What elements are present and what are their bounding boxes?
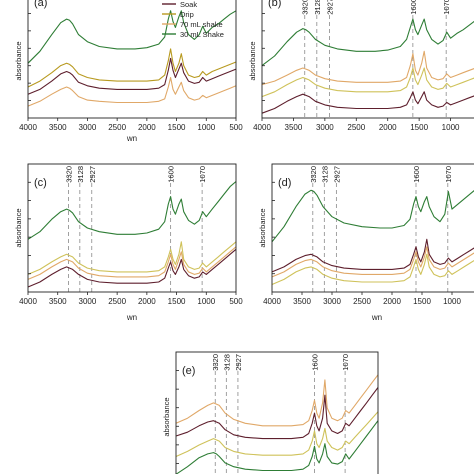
marker-label-1600: 1600 (311, 354, 320, 371)
series-line-3 (175, 420, 379, 474)
y-axis-label: absorbance (248, 41, 257, 80)
x-tick-label: 500 (229, 297, 243, 306)
x-tick-label: 1000 (442, 123, 460, 132)
series-line-2 (27, 76, 237, 107)
y-axis-label: absorbance (14, 41, 23, 80)
x-tick-label: 2000 (379, 123, 397, 132)
x-tick-label: 2000 (383, 297, 401, 306)
y-axis-label: absorbance (258, 208, 267, 247)
marker-label-1600: 1600 (412, 166, 421, 183)
panel-label: (a) (34, 0, 47, 9)
series-line-3 (261, 91, 474, 114)
series-line-1 (27, 246, 237, 280)
marker-label-1600: 1600 (167, 166, 176, 183)
legend-entry: Soak (180, 0, 197, 9)
panel-d: 3320 3128 2927 1600 1070 4000 3500 3000 2500 2000… (258, 163, 474, 322)
series-line-0 (271, 189, 474, 243)
plot-frame (27, 0, 237, 119)
legend-entry: 30 mL Shake (180, 30, 224, 39)
marker-label-2927: 2927 (332, 166, 341, 183)
marker-label-1600: 1600 (409, 0, 418, 15)
marker-label-2927: 2927 (325, 0, 334, 15)
plot-frame (175, 351, 379, 474)
series-line-2 (175, 411, 379, 458)
marker-label-3128: 3128 (313, 0, 322, 15)
panel-e: 3320 3128 2927 1600 1070 absorbance (e) (162, 351, 379, 474)
x-tick-label: 1500 (168, 297, 186, 306)
series-line-3 (271, 253, 474, 286)
series-line-2 (27, 241, 237, 275)
marker-label-3128: 3128 (320, 166, 329, 183)
x-axis-label: wn (371, 313, 382, 322)
marker-label-3320: 3320 (309, 166, 318, 183)
x-tick-label: 4000 (263, 297, 281, 306)
x-tick-label: 2500 (353, 297, 371, 306)
series-line-1 (261, 50, 474, 86)
x-tick-label: 3000 (323, 297, 341, 306)
x-tick-label: 2000 (138, 123, 156, 132)
series-line-2 (271, 246, 474, 278)
y-axis-label: absorbance (14, 208, 23, 247)
x-tick-label: 3500 (293, 297, 311, 306)
panel-label: (c) (34, 177, 47, 189)
marker-label-3320: 3320 (211, 354, 220, 371)
x-axis-label: wn (126, 313, 137, 322)
series-line-0 (27, 181, 237, 240)
legend-entry: 70 mL shake (180, 20, 223, 29)
x-tick-label: 4000 (19, 123, 37, 132)
x-tick-label: 500 (229, 123, 243, 132)
marker-label-3320: 3320 (64, 166, 73, 183)
series-line-2 (261, 67, 474, 98)
y-axis-label: absorbance (162, 397, 171, 436)
series-line-0 (261, 18, 474, 67)
x-tick-label: 2500 (108, 297, 126, 306)
x-tick-label: 1500 (410, 123, 428, 132)
x-tick-label: 1000 (197, 297, 215, 306)
panel-c: 3320 3128 2927 1600 1070 4000 3500 3000 2500 2000… (14, 163, 243, 322)
marker-label-3128: 3128 (76, 166, 85, 183)
x-tick-label: 3500 (49, 123, 67, 132)
series-line-1 (27, 48, 237, 88)
series-line-0 (27, 57, 237, 95)
x-tick-label: 1500 (168, 123, 186, 132)
x-tick-label: 2500 (347, 123, 365, 132)
x-tick-label: 2000 (138, 297, 156, 306)
marker-label-1070: 1070 (444, 166, 453, 183)
series-line-1 (271, 238, 474, 273)
marker-label-1070: 1070 (341, 354, 350, 371)
series-line-3 (27, 248, 237, 288)
marker-label-1070: 1070 (198, 166, 207, 183)
marker-label-3128: 3128 (222, 354, 231, 371)
panel-label: (d) (278, 177, 291, 189)
marker-label-2927: 2927 (234, 354, 243, 371)
x-tick-label: 3500 (285, 123, 303, 132)
x-tick-label: 4000 (253, 123, 271, 132)
series-line-0 (175, 374, 379, 427)
panel-label: (b) (268, 0, 281, 9)
plot-frame (271, 163, 474, 293)
x-tick-label: 3000 (79, 297, 97, 306)
marker-label-1070: 1070 (442, 0, 451, 15)
x-tick-label: 1000 (443, 297, 461, 306)
marker-label-2927: 2927 (88, 166, 97, 183)
marker-label-3320: 3320 (301, 0, 310, 15)
x-tick-label: 3000 (79, 123, 97, 132)
legend-entry: Drip (180, 10, 194, 19)
panel-label: (e) (182, 365, 195, 377)
x-tick-label: 3500 (49, 297, 67, 306)
panel-a: 4000 3500 3000 2500 2000 1500 1000 500 wn absorba… (14, 0, 243, 143)
series-line-1 (175, 387, 379, 440)
x-tick-label: 4000 (19, 297, 37, 306)
x-axis-label: wn (126, 134, 137, 143)
series-line-3 (27, 10, 237, 64)
plot-frame (261, 0, 474, 119)
x-tick-label: 1000 (197, 123, 215, 132)
panel-b: 3320 3128 2927 1600 1070 4000 3500 3000 2500 2000… (248, 0, 474, 132)
plot-frame (27, 163, 237, 293)
x-tick-label: 3000 (316, 123, 334, 132)
x-tick-label: 2500 (108, 123, 126, 132)
x-tick-label: 1500 (413, 297, 431, 306)
